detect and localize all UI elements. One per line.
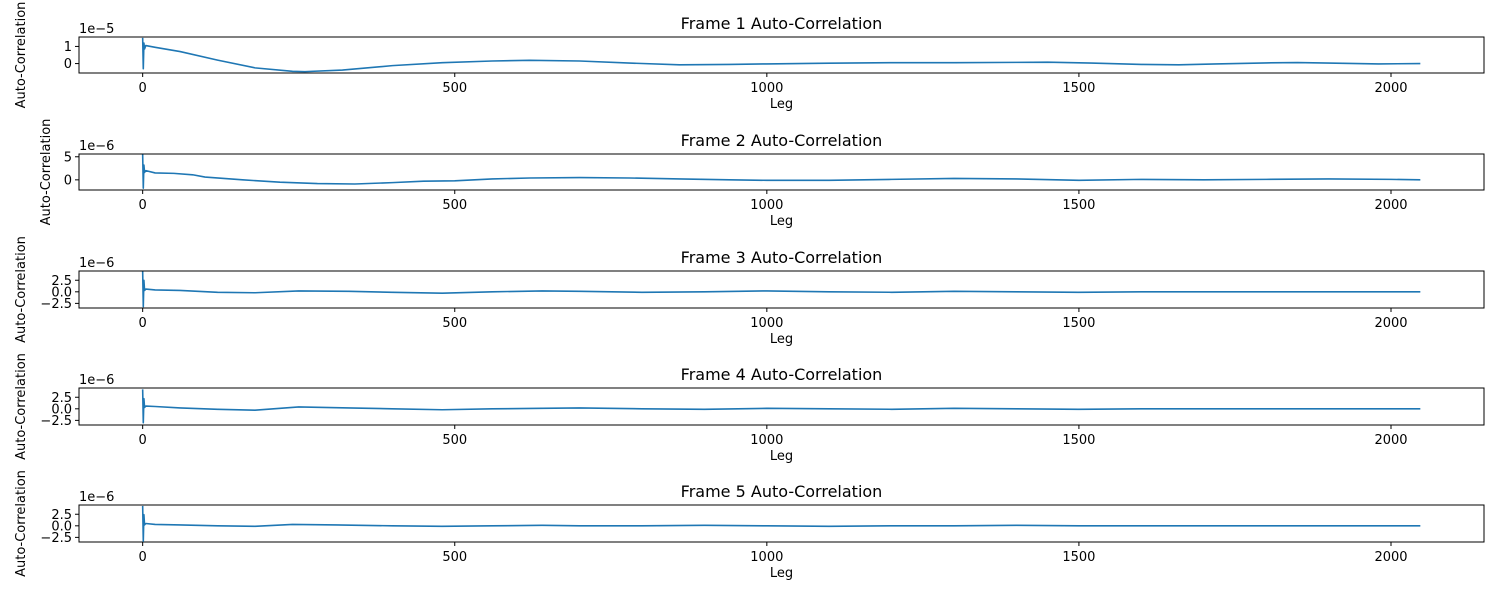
- y-tick-label: 2.5: [51, 274, 72, 289]
- y-offset-label: 1e−6: [79, 373, 114, 388]
- x-tick-label: 500: [442, 316, 467, 331]
- y-axis-title: Auto-Correlation: [14, 470, 29, 577]
- x-axis-title: Leg: [770, 449, 793, 464]
- axes-frame: [78, 153, 1485, 191]
- x-tick-label: 500: [442, 550, 467, 565]
- series-line: [141, 271, 1421, 308]
- y-tick-label: 0.0: [51, 285, 72, 300]
- y-offset-label: 1e−5: [79, 22, 114, 37]
- axes-frame: [78, 36, 1485, 74]
- x-axis-title: Leg: [770, 566, 793, 581]
- x-axis-title: Leg: [770, 214, 793, 229]
- x-tick-label: 1000: [750, 198, 783, 213]
- x-axis-title: Leg: [770, 332, 793, 347]
- axes-frame: [78, 387, 1485, 426]
- y-tick-label: 1: [64, 40, 72, 55]
- series-line: [141, 505, 1421, 542]
- x-tick-label: 2000: [1374, 81, 1407, 96]
- x-tick-label: 2000: [1374, 316, 1407, 331]
- y-tick-label: 2.5: [51, 508, 72, 523]
- x-tick-label: 2000: [1374, 433, 1407, 448]
- y-axis-title: Auto-Correlation: [39, 119, 54, 226]
- y-axis-title: Auto-Correlation: [14, 236, 29, 343]
- x-tick-label: 500: [442, 198, 467, 213]
- y-tick-label: −2.5: [40, 297, 72, 312]
- axes-frame: [78, 270, 1485, 309]
- y-tick-label: 0: [64, 173, 72, 188]
- y-tick-label: 0: [64, 57, 72, 72]
- x-tick-label: 1000: [750, 550, 783, 565]
- x-tick-label: 0: [139, 316, 147, 331]
- series-line: [141, 389, 1421, 424]
- axes-frame: [78, 504, 1485, 543]
- x-tick-label: 0: [139, 550, 147, 565]
- y-tick-label: 2.5: [51, 391, 72, 406]
- series-line: [141, 154, 1421, 189]
- y-tick-label: −2.5: [40, 531, 72, 546]
- y-tick-label: −2.5: [40, 414, 72, 429]
- y-axis-title: Auto-Correlation: [14, 2, 29, 109]
- y-offset-label: 1e−6: [79, 490, 114, 505]
- x-tick-label: 1000: [750, 316, 783, 331]
- x-tick-label: 1000: [750, 433, 783, 448]
- x-tick-label: 1500: [1062, 198, 1095, 213]
- x-tick-label: 500: [442, 81, 467, 96]
- y-tick-label: 5: [64, 150, 72, 165]
- x-axis-title: Leg: [770, 97, 793, 112]
- x-tick-label: 0: [139, 81, 147, 96]
- panel-title: Frame 5 Auto-Correlation: [681, 482, 883, 501]
- x-tick-label: 1500: [1062, 81, 1095, 96]
- y-offset-label: 1e−6: [79, 256, 114, 271]
- x-tick-label: 1000: [750, 81, 783, 96]
- x-tick-label: 0: [139, 198, 147, 213]
- y-tick-label: 0.0: [51, 519, 72, 534]
- x-tick-label: 1500: [1062, 550, 1095, 565]
- x-tick-label: 500: [442, 433, 467, 448]
- y-offset-label: 1e−6: [79, 139, 114, 154]
- panel-title: Frame 3 Auto-Correlation: [681, 248, 883, 267]
- panel-title: Frame 4 Auto-Correlation: [681, 365, 883, 384]
- x-tick-label: 2000: [1374, 550, 1407, 565]
- panel-title: Frame 2 Auto-Correlation: [681, 131, 883, 150]
- panel-title: Frame 1 Auto-Correlation: [681, 14, 883, 33]
- x-tick-label: 2000: [1374, 198, 1407, 213]
- series-line: [141, 37, 1421, 73]
- x-tick-label: 0: [139, 433, 147, 448]
- x-tick-label: 1500: [1062, 433, 1095, 448]
- y-tick-label: 0.0: [51, 402, 72, 417]
- y-axis-title: Auto-Correlation: [14, 353, 29, 460]
- x-tick-label: 1500: [1062, 316, 1095, 331]
